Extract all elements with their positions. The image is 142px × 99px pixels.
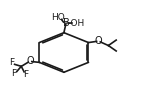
Text: F: F — [9, 58, 14, 67]
Text: O: O — [26, 56, 34, 66]
Text: F: F — [12, 69, 17, 78]
Text: B: B — [63, 18, 69, 28]
Text: F: F — [23, 70, 28, 79]
Text: -OH: -OH — [68, 19, 85, 28]
Text: O: O — [95, 36, 102, 46]
Text: HO: HO — [51, 13, 65, 22]
